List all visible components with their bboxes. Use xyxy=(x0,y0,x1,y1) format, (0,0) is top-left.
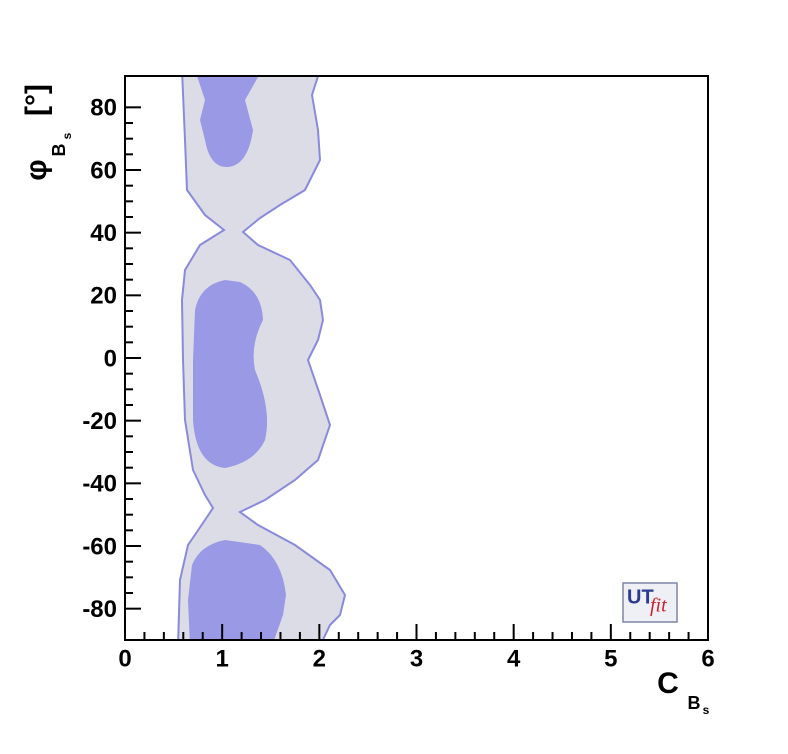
x-tick-label: 1 xyxy=(215,645,228,672)
x-axis-label-subscript: B xyxy=(688,693,701,713)
contour-regions xyxy=(177,76,347,640)
inner-region xyxy=(197,76,259,168)
y-tick-label: -40 xyxy=(82,471,117,498)
x-axis-label: C xyxy=(657,667,679,700)
x-tick-label: 2 xyxy=(313,645,326,672)
y-tick-label: 40 xyxy=(90,220,117,247)
y-tick-label: -80 xyxy=(82,596,117,623)
x-axis-label-subscript: s xyxy=(703,703,710,717)
x-tick-label: 0 xyxy=(118,645,131,672)
y-axis-label-subscript: s xyxy=(60,132,74,139)
logo-text: UT xyxy=(627,586,654,608)
logo-box xyxy=(622,582,678,623)
y-tick-label: -20 xyxy=(82,408,117,435)
y-tick-label: -60 xyxy=(82,533,117,560)
outer-region xyxy=(177,76,347,640)
y-axis-label-symbol: φ xyxy=(20,159,53,180)
x-tick-label: 5 xyxy=(604,645,617,672)
y-tick-label: 60 xyxy=(90,157,117,184)
x-tick-label: 6 xyxy=(701,645,714,672)
inner-region xyxy=(193,280,268,468)
y-axis-label: φ B s [°] xyxy=(20,84,74,181)
x-tick-label: 4 xyxy=(507,645,521,672)
inner-region xyxy=(188,540,286,640)
y-tick-label: 0 xyxy=(104,345,117,372)
y-axis-label-unit: [°] xyxy=(20,84,53,116)
y-axis-label-subscript: B xyxy=(49,144,69,157)
y-tick-label: 20 xyxy=(90,283,117,310)
x-tick-label: 3 xyxy=(410,645,423,672)
logo: UT fit xyxy=(622,582,678,623)
y-tick-label: 80 xyxy=(90,95,117,122)
logo-text: fit xyxy=(650,595,667,617)
axes: 0 1 2 3 4 5 6 -80 -60 -40 -20 0 20 40 60 80 xyxy=(82,95,714,673)
